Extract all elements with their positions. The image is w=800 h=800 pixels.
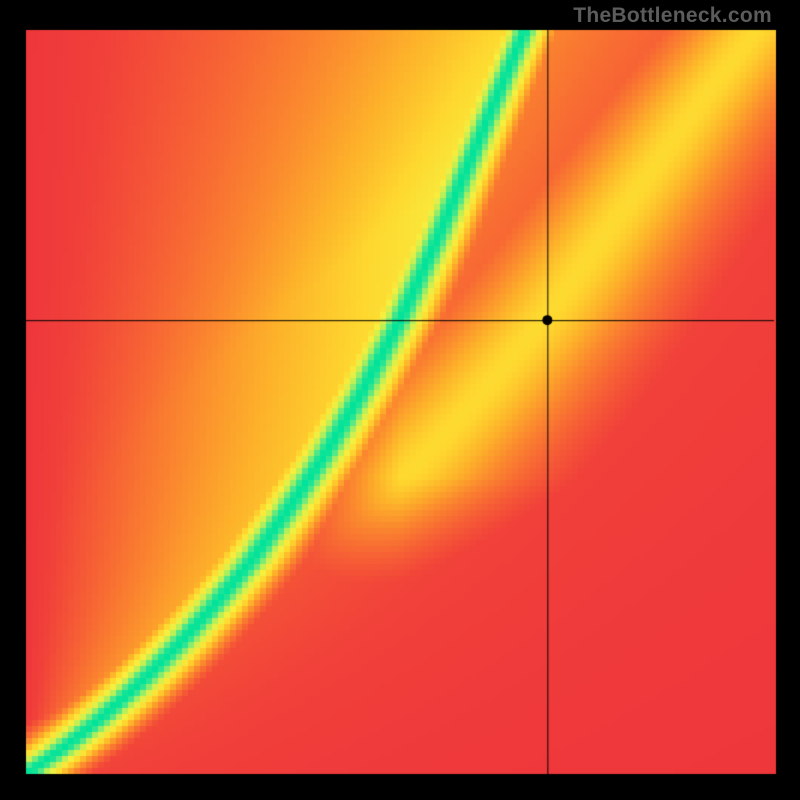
attribution-label: TheBottleneck.com (573, 4, 772, 28)
bottleneck-heatmap (0, 0, 800, 800)
chart-container: TheBottleneck.com (0, 0, 800, 800)
